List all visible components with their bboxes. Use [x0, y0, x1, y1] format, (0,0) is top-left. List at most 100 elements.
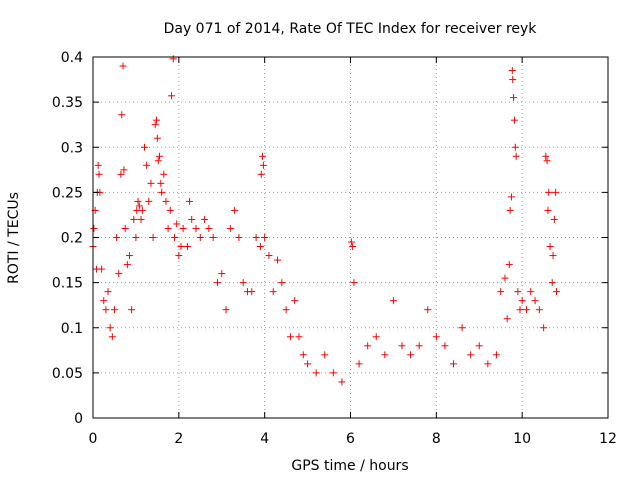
- data-point: [130, 215, 138, 223]
- data-point: [248, 288, 256, 296]
- data-point: [548, 279, 556, 287]
- data-point: [291, 297, 299, 305]
- data-point: [252, 234, 260, 241]
- data-point: [527, 288, 535, 296]
- data-point: [143, 161, 151, 169]
- data-point: [546, 243, 554, 251]
- data-point: [484, 360, 492, 368]
- data-point: [173, 220, 181, 228]
- data-point: [372, 333, 380, 341]
- data-point: [98, 265, 106, 273]
- y-tick-label: 0.15: [52, 276, 83, 292]
- data-point: [507, 193, 515, 201]
- data-point: [544, 206, 552, 214]
- data-point: [282, 306, 290, 314]
- data-points: [89, 55, 560, 386]
- data-point: [132, 234, 140, 241]
- x-tick-label: 12: [599, 431, 617, 447]
- data-point: [545, 188, 553, 196]
- data-point: [134, 197, 142, 205]
- data-point: [120, 166, 128, 174]
- data-point: [175, 252, 183, 260]
- data-point: [552, 188, 560, 196]
- data-point: [349, 243, 357, 251]
- data-point: [153, 116, 161, 124]
- data-point: [135, 202, 143, 210]
- data-point: [299, 351, 307, 359]
- data-point: [535, 306, 543, 314]
- data-point: [355, 360, 363, 368]
- data-point: [257, 170, 265, 178]
- data-point: [235, 234, 243, 241]
- x-tick-label: 10: [513, 431, 531, 447]
- data-point: [162, 197, 170, 205]
- y-tick-label: 0.35: [52, 95, 83, 111]
- data-point: [102, 306, 110, 314]
- data-point: [90, 224, 98, 232]
- data-point: [550, 215, 558, 223]
- data-point: [153, 134, 161, 142]
- data-point: [259, 161, 267, 169]
- y-tick-label: 0.25: [52, 185, 83, 201]
- data-point: [149, 234, 157, 241]
- data-point: [543, 157, 551, 165]
- data-point: [508, 67, 516, 75]
- data-point: [364, 342, 372, 350]
- data-point: [329, 369, 337, 377]
- data-point: [441, 342, 449, 350]
- data-point: [125, 252, 133, 260]
- data-point: [432, 333, 440, 341]
- data-point: [347, 238, 355, 246]
- data-point: [512, 152, 520, 160]
- data-point: [338, 378, 346, 386]
- data-point: [147, 179, 155, 187]
- data-point: [94, 161, 102, 169]
- y-tick-label: 0.2: [61, 231, 83, 247]
- x-tick-label: 8: [432, 431, 441, 447]
- data-point: [205, 224, 213, 232]
- plot-frame: [92, 56, 609, 419]
- data-point: [117, 170, 125, 178]
- data-point: [518, 297, 526, 305]
- data-point: [177, 243, 185, 251]
- data-point: [104, 288, 112, 296]
- data-point: [239, 279, 247, 287]
- data-point: [156, 152, 164, 160]
- data-point: [516, 306, 524, 314]
- data-point: [511, 143, 519, 151]
- data-point: [183, 243, 191, 251]
- data-point: [121, 224, 129, 232]
- data-point: [119, 62, 127, 70]
- data-point: [505, 261, 513, 269]
- data-point: [304, 360, 312, 368]
- data-point: [158, 188, 166, 196]
- data-point: [475, 342, 483, 350]
- x-tick-label: 2: [174, 431, 183, 447]
- data-point: [398, 342, 406, 350]
- data-point: [171, 234, 179, 241]
- data-point: [106, 324, 114, 332]
- data-point: [389, 297, 397, 305]
- data-point: [113, 234, 121, 241]
- data-point: [145, 197, 153, 205]
- x-axis-label: GPS time / hours: [291, 458, 408, 474]
- data-point: [226, 224, 234, 232]
- data-point: [553, 288, 560, 296]
- data-point: [128, 306, 136, 314]
- data-point: [151, 121, 159, 129]
- data-point: [168, 92, 176, 100]
- data-point: [95, 170, 103, 178]
- data-point: [110, 306, 118, 314]
- data-point: [231, 206, 239, 214]
- data-point: [540, 324, 548, 332]
- data-point: [164, 224, 172, 232]
- data-point: [350, 279, 358, 287]
- data-point: [509, 76, 517, 84]
- data-point: [166, 206, 174, 214]
- y-axis-label: ROTI / TECUs: [6, 192, 22, 284]
- data-point: [169, 55, 177, 63]
- data-point: [522, 306, 530, 314]
- y-tick-label: 0.3: [61, 140, 83, 156]
- x-tick-label: 4: [260, 431, 269, 447]
